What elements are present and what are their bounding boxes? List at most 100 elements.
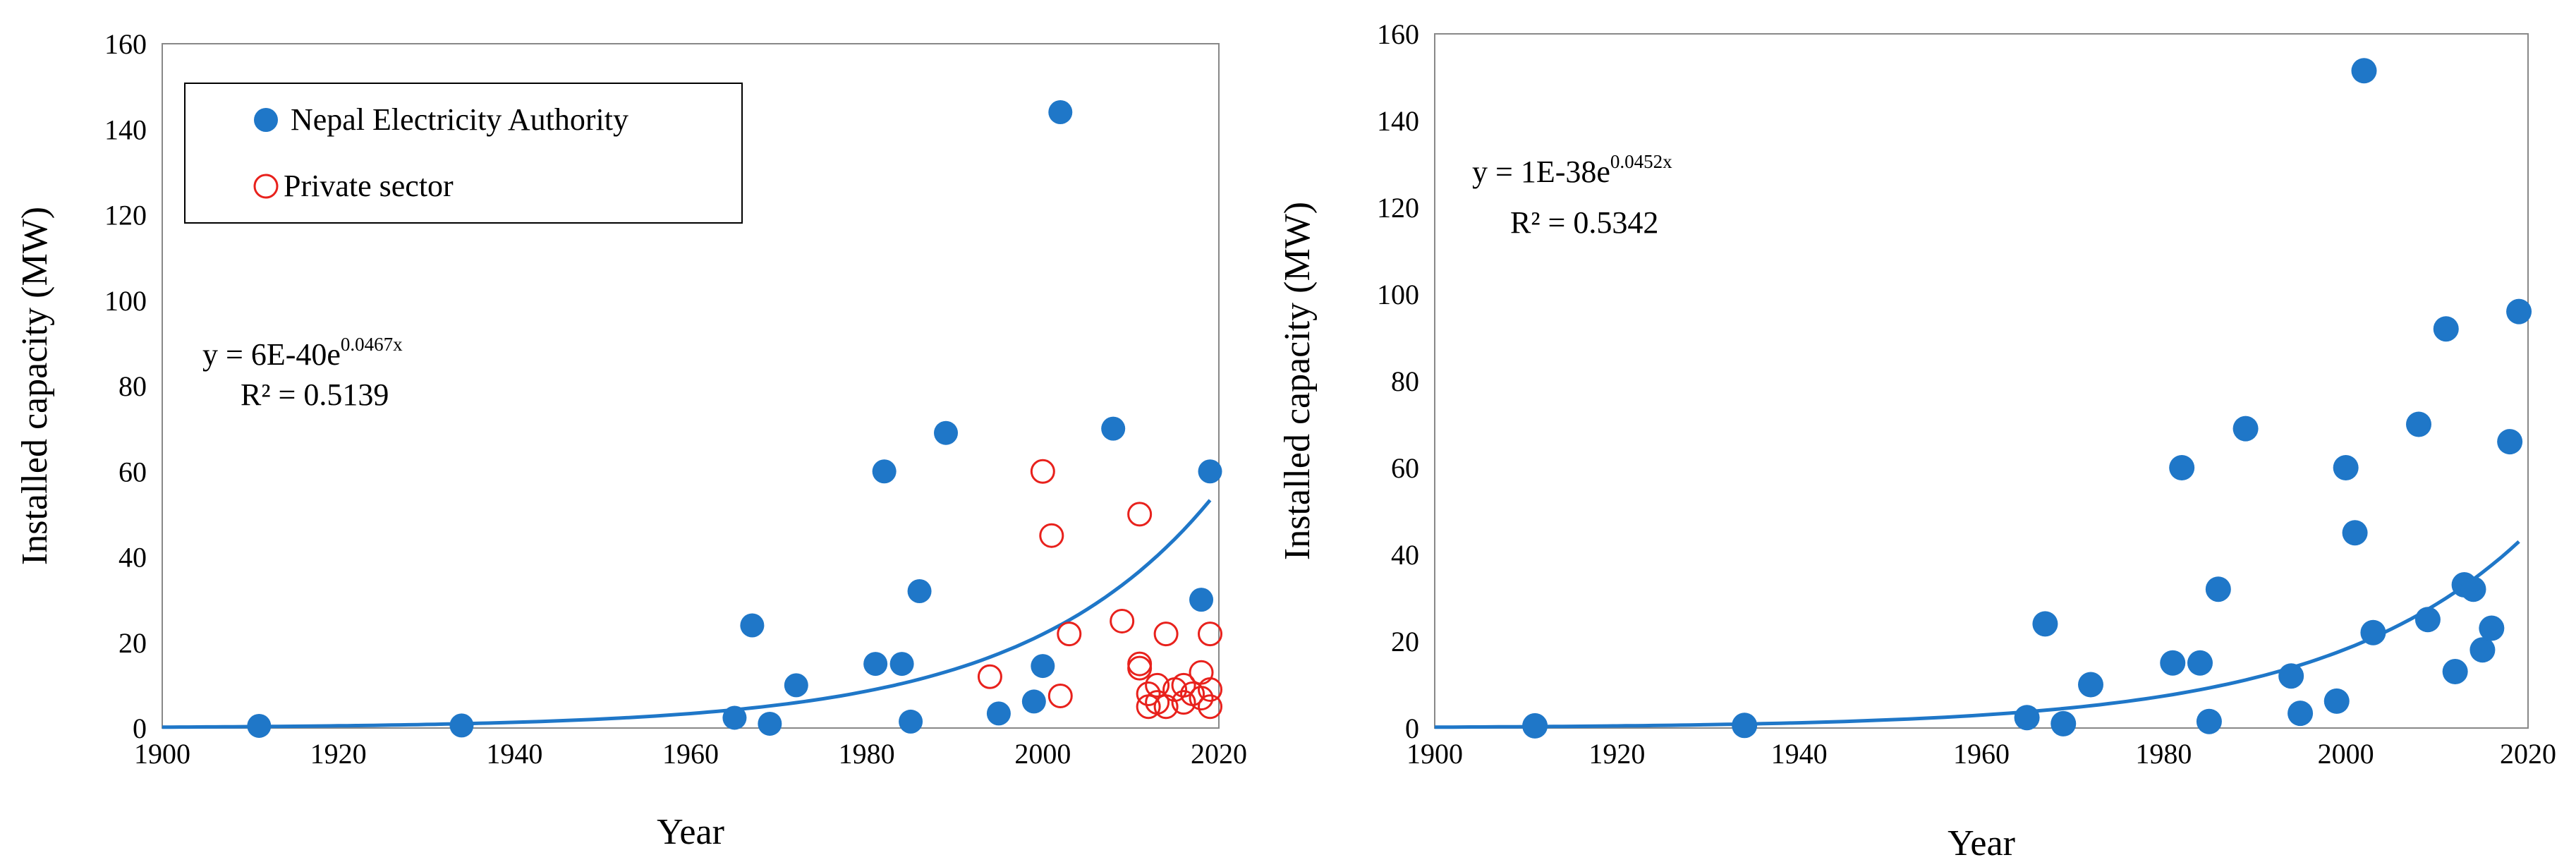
private-sector-point <box>977 664 1002 689</box>
nea-point <box>1031 654 1055 679</box>
y-tick-label: 20 <box>1391 626 1419 657</box>
y-tick-label: 0 <box>1405 713 1419 744</box>
legend-box <box>184 83 743 224</box>
nea-point <box>986 701 1011 726</box>
legend-label-private: Private sector <box>284 169 454 203</box>
y-tick-label: 120 <box>1377 192 1419 224</box>
y-tick-label: 60 <box>119 456 147 487</box>
trendline-curve <box>1434 540 2520 729</box>
y-tick-label: 100 <box>104 285 147 317</box>
equation-base: y = 6E-40e <box>202 337 341 372</box>
private-sector-point <box>1198 677 1223 702</box>
left-chart: 1900 1920 1940 1960 1980 2000 2020 0 20 40 60 80 10… <box>15 28 1247 852</box>
combined-point <box>2506 298 2532 325</box>
equation-text: y = 6E-40e0.0467x <box>202 334 403 372</box>
x-tick-label: 1940 <box>1771 738 1828 770</box>
y-tick-label: 120 <box>104 200 147 231</box>
combined-point <box>2232 416 2259 442</box>
x-tick-label: 1960 <box>1953 738 2010 770</box>
combined-point <box>2196 708 2222 734</box>
private-sector-point <box>1171 672 1196 698</box>
private-sector-point <box>1189 686 1214 711</box>
y-tick-label: 160 <box>1377 18 1419 50</box>
private-sector-point <box>1189 660 1214 685</box>
equation-text: y = 1E-38e0.0452x <box>1472 151 1672 189</box>
combined-point <box>2078 672 2103 698</box>
y-axis-title: Installed capacity (MW) <box>1277 202 1318 560</box>
nea-point <box>1198 459 1222 484</box>
y-tick-label: 100 <box>1377 279 1419 310</box>
private-sector-point <box>1171 690 1196 715</box>
legend-label-nea: Nepal Electricity Authority <box>291 102 628 137</box>
combined-point <box>2442 659 2468 685</box>
legend-marker-nea <box>254 108 278 132</box>
trendline <box>1434 540 2520 729</box>
x-tick-labels: 1900 1920 1940 1960 1980 2000 2020 <box>1407 738 2556 770</box>
combined-point <box>2187 650 2213 676</box>
y-tick-label: 60 <box>1391 452 1419 484</box>
private-sector-point <box>1153 622 1179 647</box>
nea-point <box>247 713 272 738</box>
nea-point <box>1048 100 1073 124</box>
x-tick-label: 1900 <box>134 738 190 770</box>
x-axis-title: Year <box>1948 823 2015 863</box>
combined-point <box>2051 710 2077 736</box>
r-squared-text: R² = 0.5139 <box>241 377 389 412</box>
y-tick-label: 40 <box>119 542 147 574</box>
plot-area-frame <box>1434 33 2529 729</box>
nea-point <box>863 652 888 677</box>
private-sector-point <box>1030 459 1055 484</box>
combined-point <box>2205 576 2231 602</box>
legend: Nepal Electricity Authority Private sect… <box>184 83 743 224</box>
y-tick-label: 140 <box>1377 105 1419 137</box>
trendline-curve <box>162 499 1212 729</box>
trend-equation: y = 6E-40e0.0467x R² = 0.5139 <box>202 334 403 412</box>
equation-base: y = 1E-38e <box>1472 154 1610 189</box>
x-tick-label: 1980 <box>839 738 895 770</box>
data-points <box>1522 58 2532 739</box>
combined-point <box>1732 713 1758 739</box>
nea-point <box>899 709 923 734</box>
combined-point <box>2460 576 2486 602</box>
combined-point <box>1522 713 1548 739</box>
nea-point <box>934 420 959 445</box>
private-sector-point <box>1057 622 1082 647</box>
private-sector-point <box>1127 655 1153 681</box>
combined-point <box>2323 688 2350 714</box>
x-tick-label: 1980 <box>2135 738 2192 770</box>
nea-point <box>722 705 747 730</box>
combined-point <box>2032 611 2058 637</box>
combined-point <box>2497 429 2523 455</box>
private-sector-point <box>1198 622 1223 647</box>
x-tick-label: 1920 <box>310 738 367 770</box>
y-tick-label: 20 <box>119 627 147 659</box>
equation-exponent: 0.0452x <box>1610 151 1672 172</box>
private-sector-point <box>1136 681 1161 706</box>
combined-point <box>2351 58 2377 84</box>
nea-point <box>907 579 932 603</box>
x-tick-label: 1900 <box>1407 738 1463 770</box>
private-sector-point <box>1047 684 1073 709</box>
nea-point <box>758 711 782 736</box>
combined-point <box>2288 701 2314 727</box>
nea-point <box>740 613 765 638</box>
x-axis-title: Year <box>657 812 724 852</box>
y-tick-label: 160 <box>104 28 147 60</box>
combined-point <box>2414 607 2441 633</box>
combined-point <box>2433 316 2459 342</box>
nea-point <box>872 459 897 484</box>
r-squared-text: R² = 0.5342 <box>1510 205 1658 240</box>
y-tick-labels: 0 20 40 60 80 100 120 140 160 <box>1377 18 1419 744</box>
private-sector-point <box>1145 672 1170 698</box>
y-tick-label: 80 <box>119 370 147 402</box>
x-tick-label: 1960 <box>662 738 719 770</box>
y-tick-label: 40 <box>1391 539 1419 571</box>
combined-point <box>2479 615 2505 641</box>
nea-point <box>1021 689 1046 714</box>
combined-point <box>2406 411 2431 437</box>
private-sector-point <box>1198 694 1223 720</box>
y-tick-label: 80 <box>1391 365 1419 397</box>
plot-area-frame <box>162 43 1220 729</box>
combined-point <box>2342 520 2368 546</box>
